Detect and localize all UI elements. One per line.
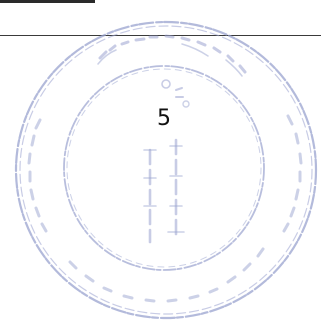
top-left-rule: [0, 0, 95, 3]
page-number: 5: [157, 106, 171, 131]
header-rule: [0, 35, 321, 36]
